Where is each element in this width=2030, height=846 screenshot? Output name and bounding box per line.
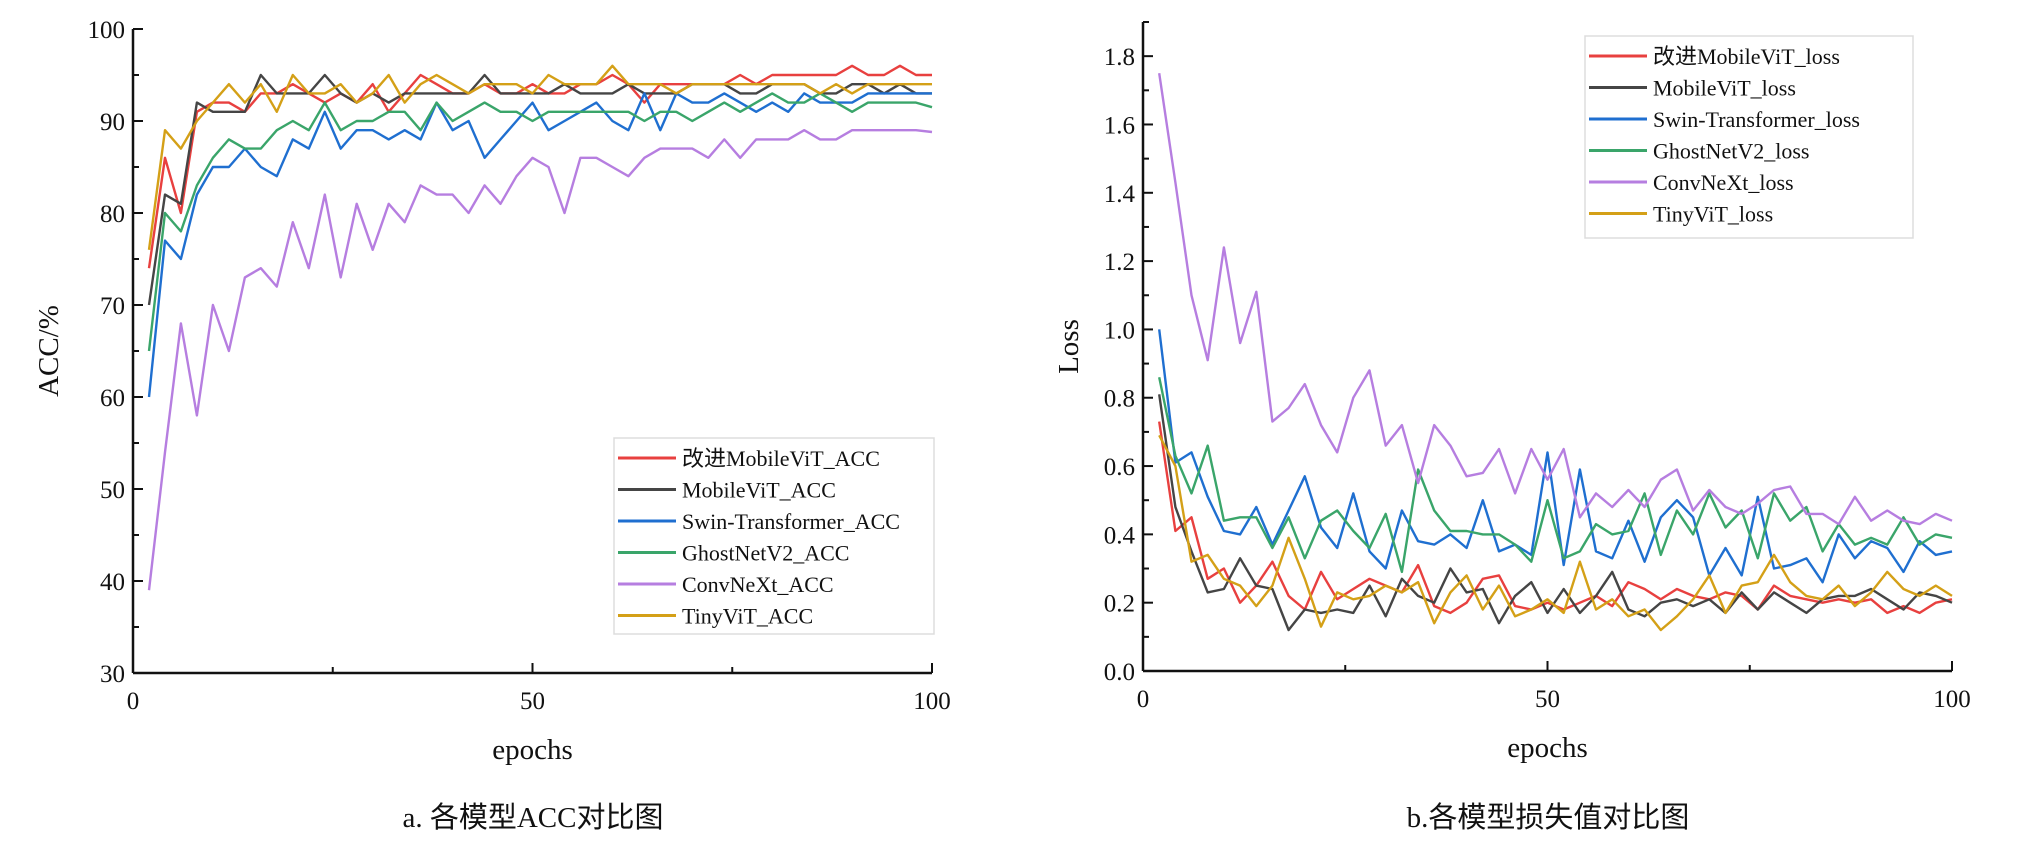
legend: 改进MobileViT_loss MobileViT_loss Swin-Trans… [1584,35,1914,239]
series-line-mobilevit-loss [1158,394,1953,632]
legend-label: Swin-Transformer_loss [1653,107,1860,132]
series-line-tinyvit-loss [1158,434,1953,632]
y-tick-label: 1.2 [1104,249,1135,276]
legend: 改进MobileViT_ACC MobileViT_ACC Swin-Transfo… [613,437,935,635]
x-tick-label: 0 [1137,686,1150,713]
legend-label: TinyViT_loss [1653,202,1773,227]
legend-box [613,437,935,635]
legend-label: 改进MobileViT_loss [1653,44,1840,69]
x-tick-label: 100 [913,688,951,715]
series-line-convnext-acc [147,128,933,591]
series-line--mobilevit-acc [147,64,932,269]
loss-chart: 0 50 100 0.0 0.2 0.4 0.6 0.8 1.0 1.2 1.4 1.6 1.8 epoc… [1053,21,1971,834]
series-line-convnext-loss [1158,73,1953,526]
y-tick-label: 80 [100,201,125,228]
y-tick-label: 30 [100,661,125,688]
y-tick-label: 0.4 [1104,522,1136,549]
y-tick-label: 90 [100,109,125,136]
x-tick-label: 0 [127,688,140,715]
figure-caption: b.各模型损失值对比图 [1407,801,1690,834]
x-tick-label: 50 [1535,686,1560,713]
legend-label: MobileViT_loss [1653,76,1796,101]
x-tick-label: 50 [520,688,545,715]
y-tick-label: 70 [100,293,125,320]
y-tick-label: 1.0 [1104,317,1135,344]
y-tick-label: 1.4 [1104,181,1136,208]
y-tick-label: 0.8 [1104,386,1135,413]
y-tick-label: 60 [100,385,125,412]
y-axis-title: Loss [1053,319,1085,374]
series-line-mobilevit-acc [147,73,932,306]
legend-label: GhostNetV2_loss [1653,139,1809,164]
series-line-tinyvit-acc [147,64,932,250]
series-line-ghostnetv2-loss [1158,376,1953,574]
y-tick-label: 0.2 [1104,591,1135,618]
acc-chart: 0 50 100 30 40 50 60 70 80 90 100 epochs ACC/% 改进Mobi… [33,17,951,834]
y-tick-label: 0.0 [1104,659,1135,686]
legend-box [1584,35,1914,239]
y-tick-label: 100 [88,17,126,44]
legend-label: GhostNetV2_ACC [682,541,849,566]
y-tick-label: 1.6 [1104,112,1135,139]
series-line-swin-transformer-acc [147,92,932,398]
legend-label: TinyViT_ACC [682,604,813,629]
series-line--mobilevit-loss [1158,421,1953,615]
x-tick-label: 100 [1933,686,1971,713]
y-tick-label: 0.6 [1104,454,1135,481]
legend-label: MobileViT_ACC [682,478,836,503]
x-axis-title: epochs [1507,732,1588,764]
x-axis-title: epochs [492,734,573,766]
legend-label: 改进MobileViT_ACC [682,446,880,471]
series-line-ghostnetv2-acc [147,92,933,352]
y-tick-label: 50 [100,477,125,504]
y-axis-title: ACC/% [33,305,65,397]
figure-caption: a. 各模型ACC对比图 [402,801,663,834]
y-tick-label: 1.8 [1104,44,1135,71]
y-tick-label: 40 [100,569,125,596]
legend-label: Swin-Transformer_ACC [682,509,900,534]
legend-label: ConvNeXt_ACC [682,572,834,597]
series-line-swin-transformer-loss [1158,329,1953,584]
legend-label: ConvNeXt_loss [1653,170,1794,195]
